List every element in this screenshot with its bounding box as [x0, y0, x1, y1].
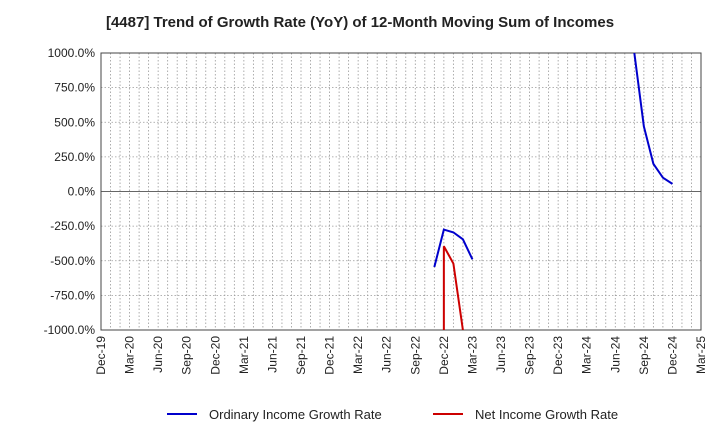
y-tick-label: 250.0% [54, 150, 95, 164]
y-tick-label: -1000.0% [44, 323, 96, 337]
y-tick-label: 750.0% [54, 81, 95, 95]
plot-frame [100, 52, 702, 331]
x-tick-label: Dec-21 [323, 336, 337, 375]
x-tick-label: Dec-19 [94, 336, 108, 375]
x-tick-label: Mar-24 [580, 336, 594, 374]
x-tick-label: Sep-20 [180, 336, 194, 375]
legend-label: Net Income Growth Rate [475, 407, 618, 422]
x-tick-label: Jun-23 [494, 336, 508, 373]
x-tick-label: Jun-24 [608, 336, 622, 373]
series-line [442, 245, 464, 330]
x-tick-label: Jun-22 [380, 336, 394, 373]
x-tick-label: Jun-21 [265, 336, 279, 373]
x-tick-label: Dec-23 [551, 336, 565, 375]
x-tick-label: Mar-23 [465, 336, 479, 374]
x-tick-label: Jun-20 [151, 336, 165, 373]
y-tick-label: -750.0% [50, 288, 95, 302]
y-tick-label: 1000.0% [48, 46, 96, 60]
series-line [633, 53, 673, 185]
y-tick-label: 500.0% [54, 115, 95, 129]
x-tick-label: Dec-22 [437, 336, 451, 375]
legend-label: Ordinary Income Growth Rate [209, 407, 382, 422]
x-tick-label: Sep-24 [637, 336, 651, 375]
x-tick-label: Dec-24 [665, 336, 679, 375]
series-line [433, 228, 474, 268]
chart-title: [4487] Trend of Growth Rate (YoY) of 12-… [105, 14, 615, 31]
y-tick-label: -500.0% [50, 254, 95, 268]
x-tick-label: Mar-20 [123, 336, 137, 374]
y-tick-label: 0.0% [68, 185, 96, 199]
x-tick-label: Mar-25 [694, 336, 708, 374]
y-tick-label: -250.0% [50, 219, 95, 233]
x-tick-label: Mar-22 [351, 336, 365, 374]
x-tick-label: Dec-20 [208, 336, 222, 375]
x-tick-label: Mar-21 [237, 336, 251, 374]
x-tick-label: Sep-21 [294, 336, 308, 375]
x-tick-label: Sep-23 [523, 336, 537, 375]
x-tick-label: Sep-22 [408, 336, 422, 375]
